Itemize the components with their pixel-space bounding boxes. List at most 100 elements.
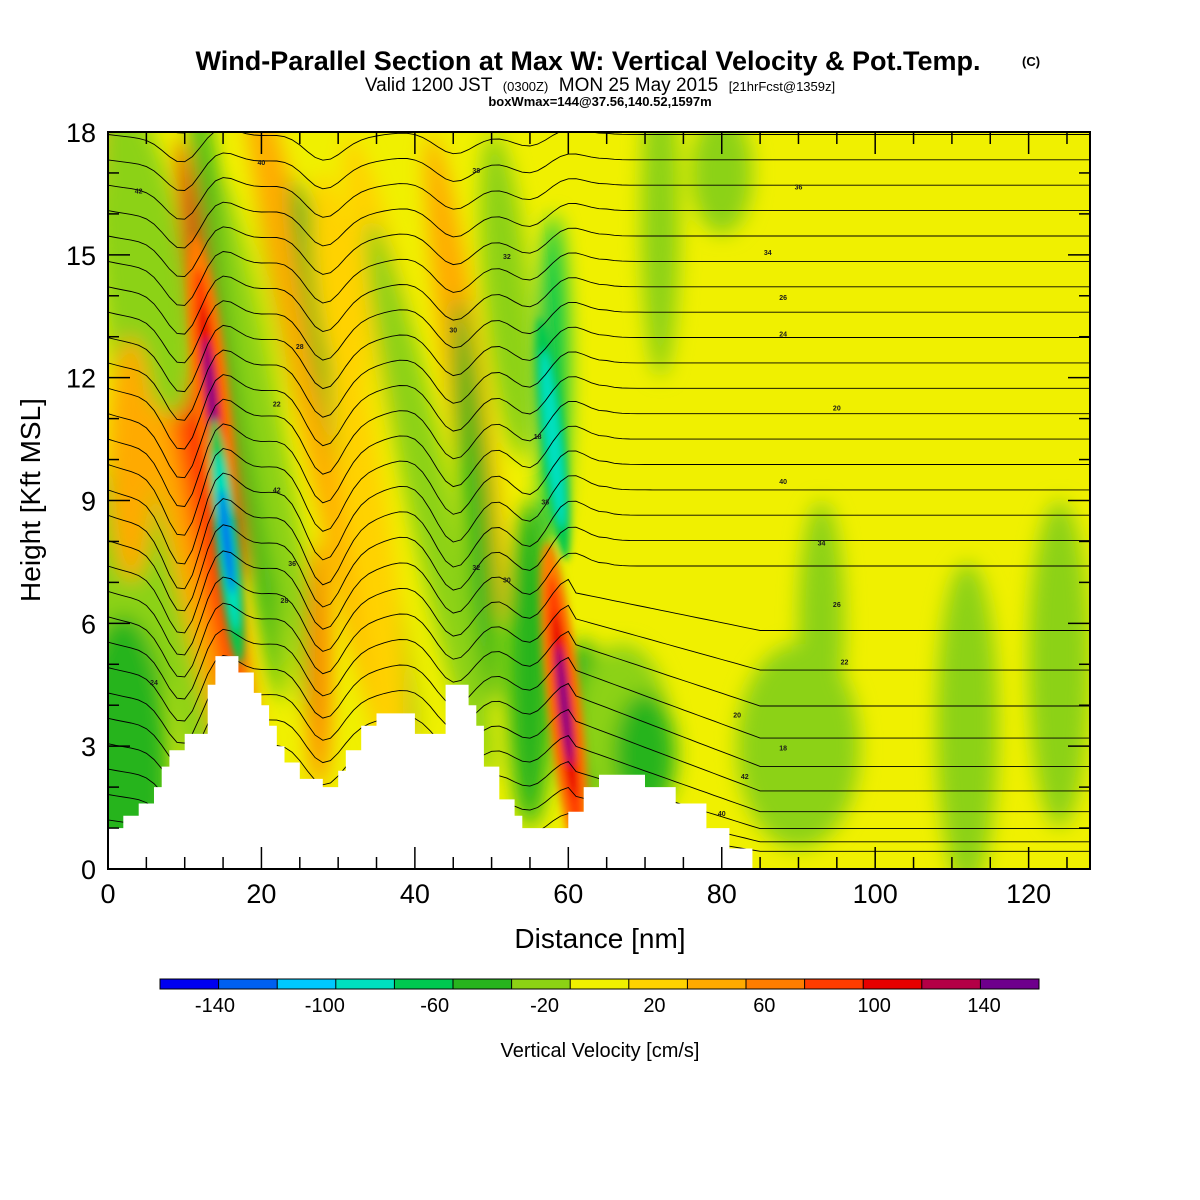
colorbar-tick-label: 60 [753,995,775,1017]
theta-contour-labels: 42 40 38 36 34 32 30 28 26 24 22 20 18 42 40 38 36 34 32 30… [135,160,849,818]
theta-contour-label: 32 [472,565,480,572]
theta-contour-label: 24 [150,680,158,687]
theta-contour-line [108,524,1090,612]
chart-subtitle: Valid 1200 JST (0300Z) MON 25 May 2015 [… [365,75,835,96]
theta-contour-label: 38 [472,168,480,175]
colorbar-swatch [160,979,219,989]
colorbar-swatch [218,979,278,989]
x-tick-label: 100 [853,879,898,909]
theta-contour-label: 34 [818,541,826,548]
colorbar-swatch [687,979,746,989]
velocity-band [690,132,753,235]
y-tick-label: 15 [66,241,96,271]
colorbar-frame [159,978,1040,990]
y-tick-label: 9 [81,487,96,517]
theta-contour-label: 42 [135,188,143,195]
theta-contour-line [108,550,1090,634]
y-tick-label: 18 [66,118,96,148]
vertical-velocity-field: 42 40 38 36 34 32 30 28 26 24 22 20 18 42 40 38 36 34 32 30… [108,132,1090,869]
theta-contour-label: 20 [733,713,741,720]
theta-contour-label: 28 [281,598,289,605]
velocity-band [308,541,330,787]
velocity-band [309,174,367,418]
theta-contour-label: 32 [503,254,511,261]
downdraft-core [545,386,561,492]
velocity-band [453,296,499,705]
velocity-cores [187,235,589,868]
velocity-band [108,132,194,417]
chart-title: Wind-Parallel Section at Max W: Vertical… [196,46,981,76]
colorbar-swatch [453,979,512,989]
theta-contour-label: 40 [718,811,726,818]
theta-contour-line [108,448,1090,536]
colorbar-swatch [804,979,864,989]
x-axis-label: Distance [nm] [514,923,685,954]
colorbar-tick-label: 140 [967,995,1000,1017]
velocity-band [108,336,155,583]
theta-contour-line [108,472,1090,565]
colorbar-tick-label: -140 [195,995,235,1017]
velocity-band [736,643,861,849]
x-tick-label: 120 [1006,879,1051,909]
colorbar-tick-label: 20 [643,995,665,1017]
colorbar-swatch [394,979,453,989]
theta-contour-line [108,398,1090,479]
theta-contour-line [108,576,1090,656]
y-tick-label: 3 [81,732,96,762]
theta-contour-line [108,251,1090,306]
colorbar-swatch [511,979,571,989]
y-axis-label: Height [Kft MSL] [15,398,46,602]
y-axis-ticks: 0 3 6 9 12 15 18 [66,118,1090,885]
theta-contour-label: 18 [534,434,542,441]
terrain-mask [108,656,1090,869]
colorbar: -140 -100 -60 -20 20 60 100 140 [159,978,1040,1017]
theta-contour-line [108,374,1090,450]
theta-contour-label: 24 [779,332,787,339]
theta-contour-line [108,628,1090,707]
x-axis-ticks: 0 20 40 60 80 100 120 [100,132,1068,909]
theta-contour-line [108,498,1090,590]
colorbar-tick-label: -60 [420,995,449,1017]
x-tick-label: 60 [553,879,583,909]
theta-contour-line [108,655,1090,739]
chart-title-group: Wind-Parallel Section at Max W: Vertical… [196,46,1041,109]
y-tick-label: 0 [81,855,96,885]
theta-contour-label: 18 [779,745,787,752]
theta-contour-line [108,300,1090,364]
theta-contour-label: 30 [503,577,511,584]
velocity-blobs [108,132,1090,869]
theta-contour-label: 34 [764,250,772,257]
theta-contour-line [108,707,1090,792]
chart-title-mark: (C) [1022,54,1040,69]
velocity-band [936,562,999,869]
y-tick-label: 6 [81,609,96,639]
theta-contour-line [108,275,1090,335]
velocity-band [641,132,680,378]
colorbar-label: Vertical Velocity [cm/s] [501,1040,700,1062]
colorbar-tick-label: -100 [305,995,345,1017]
y-tick-label: 12 [66,364,96,394]
theta-contour-label: 42 [741,774,749,781]
velocity-band [327,298,410,785]
theta-contour-line [108,602,1090,678]
theta-contour-label: 26 [833,602,841,609]
theta-contour-label: 30 [449,328,457,335]
theta-contour-line [108,349,1090,421]
colorbar-swatch [863,979,922,989]
downdraft-core [219,488,235,595]
theta-contour-label: 22 [273,401,281,408]
colorbar-swatch [921,979,981,989]
x-tick-label: 0 [100,879,115,909]
theta-contour-line [108,681,1090,767]
subtitle-utc: (0300Z) [503,79,549,94]
colorbar-tick-label: 100 [858,995,891,1017]
theta-contour-label: 28 [296,344,304,351]
theta-contour-label: 40 [779,479,787,486]
x-tick-label: 80 [707,879,737,909]
colorbar-swatch [570,979,629,989]
colorbar-swatch [335,979,395,989]
velocity-band [479,132,535,459]
theta-contour-line [108,201,1090,249]
x-tick-label: 40 [400,879,430,909]
